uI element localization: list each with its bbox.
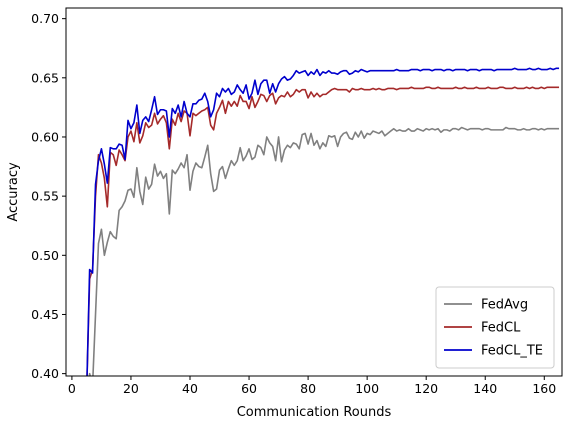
x-tick-label: 20 — [123, 381, 139, 396]
y-tick-label: 0.45 — [31, 307, 59, 322]
y-axis-ticks: 0.40 0.45 0.50 0.55 0.60 0.65 0.70 — [31, 11, 66, 381]
x-tick-label: 160 — [532, 381, 556, 396]
x-tick-label: 140 — [473, 381, 497, 396]
x-tick-label: 60 — [241, 381, 257, 396]
legend: FedAvg FedCL FedCL_TE — [435, 286, 555, 369]
y-tick-label: 0.65 — [31, 70, 59, 85]
x-tick-label: 80 — [300, 381, 316, 396]
series-lines — [86, 67, 560, 376]
legend-label-fedavg: FedAvg — [481, 298, 528, 313]
x-tick-label: 100 — [355, 381, 379, 396]
y-axis-label: Accuracy — [6, 162, 21, 222]
x-tick-label: 0 — [68, 381, 76, 396]
y-tick-label: 0.40 — [31, 366, 59, 381]
plot-frame — [65, 7, 563, 377]
series-line-fedcl — [86, 86, 560, 376]
x-axis-ticks: 0 20 40 60 80 100 120 140 160 — [68, 376, 556, 396]
legend-box — [435, 286, 555, 369]
series-line-fedcl-te — [86, 67, 560, 376]
y-tick-label: 0.55 — [31, 189, 59, 204]
y-tick-label: 0.70 — [31, 11, 59, 26]
series-line-fedavg — [88, 126, 560, 376]
y-tick-label: 0.50 — [31, 248, 59, 263]
legend-label-fedcl-te: FedCL_TE — [481, 344, 543, 359]
x-axis-label: Communication Rounds — [237, 405, 392, 420]
legend-label-fedcl: FedCL — [481, 321, 521, 336]
x-tick-label: 40 — [182, 381, 198, 396]
x-tick-label: 120 — [414, 381, 438, 396]
y-tick-label: 0.60 — [31, 129, 59, 144]
